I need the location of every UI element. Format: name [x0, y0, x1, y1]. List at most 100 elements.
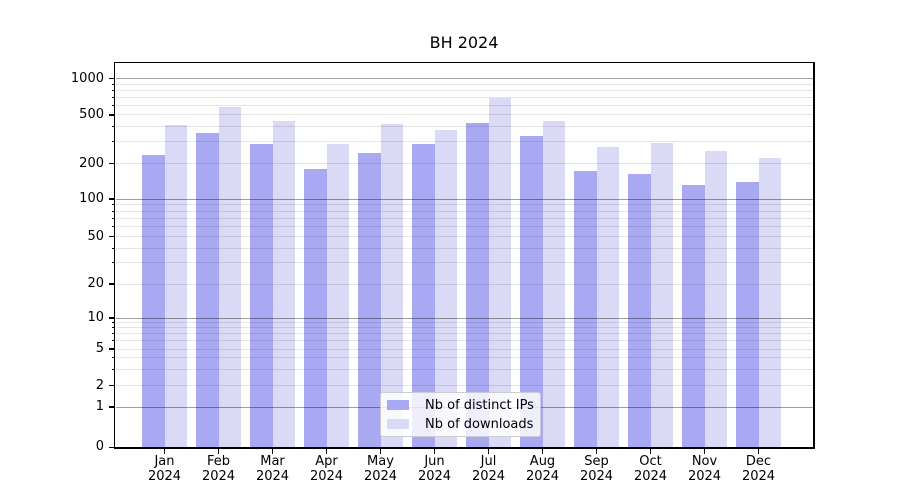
legend-swatch-distinct-ips — [387, 400, 409, 410]
gridline-major-100 — [115, 198, 813, 200]
x-tick-feb — [217, 449, 220, 454]
x-tick-label-may: May 2024 — [363, 453, 398, 484]
x-tick-jun — [433, 449, 436, 454]
gridline-minor-300 — [115, 141, 813, 143]
x-tick-jan — [163, 449, 166, 454]
legend: Nb of distinct IPs Nb of downloads — [380, 392, 541, 437]
y-minortick-4 — [111, 357, 115, 359]
y-minortick-9 — [111, 322, 115, 324]
gridline-minor-2 — [115, 385, 813, 386]
y-tick-20 — [108, 283, 115, 285]
y-minortick-900 — [111, 83, 115, 85]
axis-spine-top — [113, 61, 815, 64]
y-tick-2 — [108, 384, 115, 387]
bar-nb-of-downloads-jun-2024 — [434, 129, 457, 448]
legend-label-downloads: Nb of downloads — [425, 416, 534, 432]
gridline-major-10 — [115, 317, 813, 319]
x-tick-may — [379, 449, 382, 454]
y-minortick-60 — [111, 226, 115, 228]
bar-nb-of-distinct-ips-may-2024 — [358, 152, 381, 448]
y-minortick-8 — [111, 327, 115, 329]
legend-row-downloads: Nb of downloads — [387, 417, 534, 432]
x-tick-label-oct: Oct 2024 — [633, 453, 668, 484]
y-tick-label-1000: 1000 — [70, 70, 104, 86]
bar-nb-of-distinct-ips-jun-2024 — [412, 144, 435, 448]
gridline-minor-3 — [115, 368, 813, 370]
x-tick-label-nov: Nov 2024 — [687, 453, 722, 484]
y-minortick-600 — [111, 104, 115, 106]
gridline-minor-900 — [115, 83, 813, 85]
x-tick-aug — [541, 449, 544, 454]
y-tick-label-10: 10 — [87, 310, 104, 325]
bar-nb-of-distinct-ips-jul-2024 — [466, 122, 489, 448]
y-tick-5 — [108, 348, 115, 350]
y-minortick-80 — [111, 210, 115, 212]
bar-nb-of-downloads-feb-2024 — [218, 107, 241, 448]
bar-nb-of-downloads-oct-2024 — [650, 142, 673, 448]
y-minortick-800 — [111, 89, 115, 91]
y-tick-label-50: 50 — [87, 228, 104, 244]
y-minortick-90 — [111, 204, 115, 206]
gridline-minor-200 — [115, 163, 813, 164]
gridline-minor-60 — [115, 226, 813, 228]
gridline-minor-50 — [115, 236, 813, 237]
bar-nb-of-distinct-ips-dec-2024 — [736, 181, 759, 448]
bar-nb-of-distinct-ips-aug-2024 — [520, 136, 543, 448]
gridline-minor-9 — [115, 322, 813, 324]
y-tick-1000 — [108, 77, 115, 80]
bar-nb-of-distinct-ips-mar-2024 — [250, 144, 273, 448]
gridline-minor-400 — [115, 126, 813, 128]
x-tick-oct — [649, 449, 652, 454]
bar-nb-of-distinct-ips-apr-2024 — [304, 168, 327, 448]
y-tick-label-2: 2 — [95, 377, 104, 393]
gridline-minor-800 — [115, 89, 813, 91]
x-tick-dec — [757, 449, 760, 454]
legend-swatch-downloads — [387, 419, 409, 429]
bar-nb-of-downloads-may-2024 — [380, 123, 403, 448]
gridline-minor-700 — [115, 96, 813, 98]
y-minortick-300 — [111, 141, 115, 143]
y-minortick-700 — [111, 96, 115, 98]
y-minortick-400 — [111, 126, 115, 128]
bar-nb-of-distinct-ips-nov-2024 — [682, 184, 705, 448]
bar-nb-of-distinct-ips-oct-2024 — [628, 174, 651, 448]
x-tick-apr — [325, 449, 328, 454]
gridline-minor-6 — [115, 340, 813, 342]
x-tick-label-jul: Jul 2024 — [471, 453, 506, 484]
axis-spine-left — [113, 61, 116, 450]
legend-label-distinct-ips: Nb of distinct IPs — [425, 397, 534, 413]
y-tick-label-20: 20 — [87, 276, 104, 291]
chart-title: BH 2024 — [429, 33, 499, 52]
bar-nb-of-downloads-jan-2024 — [164, 125, 187, 448]
x-tick-label-mar: Mar 2024 — [255, 453, 290, 484]
y-tick-label-0: 0 — [95, 439, 104, 455]
gridline-minor-5 — [115, 348, 813, 350]
gridline-minor-600 — [115, 104, 813, 106]
axis-spine-right — [812, 61, 815, 450]
y-tick-0 — [108, 446, 115, 449]
gridline-minor-4 — [115, 357, 813, 359]
y-tick-500 — [108, 114, 115, 116]
x-tick-label-feb: Feb 2024 — [201, 453, 236, 484]
gridline-minor-80 — [115, 210, 813, 212]
gridline-minor-90 — [115, 204, 813, 206]
bar-nb-of-downloads-apr-2024 — [326, 144, 349, 448]
y-tick-label-5: 5 — [95, 341, 104, 356]
y-tick-label-500: 500 — [79, 106, 104, 122]
axis-spine-bottom — [113, 447, 815, 450]
x-tick-mar — [271, 449, 274, 454]
y-tick-50 — [108, 235, 115, 238]
y-minortick-6 — [111, 340, 115, 342]
x-tick-label-sep: Sep 2024 — [579, 453, 614, 484]
gridline-minor-20 — [115, 283, 813, 285]
x-tick-label-jun: Jun 2024 — [417, 453, 452, 484]
gridline-major-1000 — [115, 78, 813, 79]
y-tick-100 — [108, 198, 115, 200]
y-minortick-30 — [111, 262, 115, 264]
x-tick-label-apr: Apr 2024 — [309, 453, 344, 484]
y-tick-1 — [108, 406, 115, 408]
gridline-minor-7 — [115, 333, 813, 335]
gridline-minor-8 — [115, 327, 813, 329]
y-minortick-7 — [111, 333, 115, 335]
x-tick-nov — [703, 449, 706, 454]
